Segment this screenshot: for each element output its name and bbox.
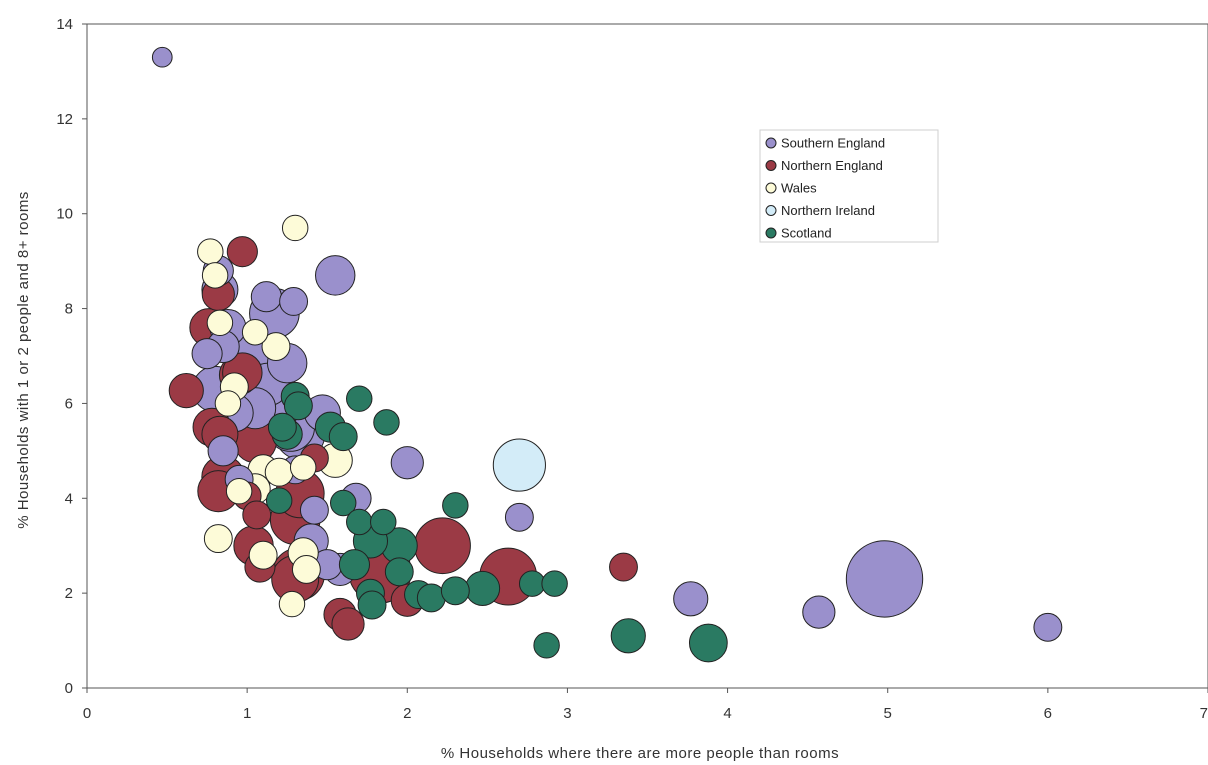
bubble-southern-england — [191, 338, 223, 370]
y-tick-label: 2 — [65, 585, 73, 602]
x-tick-label: 3 — [563, 705, 571, 722]
bubble-southern-england — [504, 502, 534, 532]
bubble-scotland — [330, 489, 357, 517]
legend-marker — [765, 182, 777, 194]
legend-label: Scotland — [781, 226, 832, 241]
bubble-wales — [225, 477, 253, 505]
bubble-scotland — [442, 492, 469, 519]
bubble-wales — [261, 332, 291, 361]
bubble-southern-england — [1033, 612, 1063, 642]
y-tick-label: 8 — [65, 301, 73, 318]
legend-marker — [765, 227, 777, 239]
y-axis: 0 2 4 6 8 10 12 14 — [56, 16, 87, 697]
bubble-wales — [289, 454, 317, 481]
legend-label: Northern England — [781, 158, 883, 173]
bubble-scotland — [267, 412, 297, 442]
bubble-scotland — [518, 570, 546, 597]
bubble-wales — [291, 554, 321, 584]
x-tick-label: 0 — [83, 705, 91, 722]
legend-marker — [765, 205, 777, 216]
legend-label: Wales — [781, 181, 817, 196]
legend-label: Southern England — [781, 136, 885, 151]
bubble-wales — [248, 540, 278, 570]
bubble-northern-england — [414, 517, 471, 575]
bubble-scotland — [338, 549, 370, 581]
bubble-scotland — [610, 618, 646, 654]
x-tick-label: 4 — [723, 705, 731, 722]
bubble-southern-england — [315, 255, 356, 296]
bubble-scotland — [346, 385, 373, 412]
bubble-southern-england — [673, 581, 709, 617]
bubble-scotland — [346, 508, 373, 536]
legend: Southern England Northern England Wales Nor… — [759, 129, 939, 243]
bubble-northern-england — [168, 373, 204, 409]
bubble-scotland — [283, 391, 313, 421]
bubble-scotland — [464, 570, 501, 606]
legend-marker — [765, 160, 777, 171]
bubble-wales — [206, 309, 234, 337]
x-tick-label: 5 — [884, 705, 892, 722]
y-tick-label: 14 — [56, 16, 73, 33]
bubble-scotland — [357, 590, 387, 620]
bubble-southern-england — [845, 540, 924, 618]
bubble-southern-england — [250, 281, 282, 313]
bubble-wales — [214, 390, 242, 417]
x-axis-title: % Households where there are more people… — [441, 745, 839, 762]
bubble-wales — [201, 262, 229, 289]
bubble-northern-england — [242, 500, 272, 530]
bubble-scotland — [373, 409, 400, 436]
y-tick-label: 12 — [56, 111, 73, 128]
x-tick-label: 1 — [243, 705, 251, 722]
bubble-scotland — [384, 557, 414, 587]
bubble-southern-england — [151, 46, 173, 68]
bubble-southern-england — [802, 595, 836, 629]
bubble-southern-england — [390, 446, 424, 480]
bubble-northern-england — [609, 552, 638, 582]
bubble-scotland — [265, 487, 293, 514]
x-tick-label: 2 — [403, 705, 411, 722]
bubble-southern-england — [279, 287, 309, 316]
bubble-scotland — [440, 576, 470, 606]
bubble-wales — [281, 214, 309, 242]
y-axis-title: % Households with 1 or 2 people and 8+ r… — [15, 191, 32, 529]
bubble-southern-england — [299, 495, 329, 525]
bubble-scotland — [541, 570, 568, 597]
bubble-scotland — [688, 623, 728, 663]
y-tick-label: 6 — [65, 395, 73, 412]
bubble-southern-england — [207, 435, 239, 467]
bubble-wales — [197, 238, 224, 265]
x-axis: 0 1 2 3 4 5 6 7 — [83, 688, 1208, 722]
bubble-wales — [241, 319, 269, 346]
bubble-wales — [264, 457, 294, 487]
bubble-scotland — [328, 422, 358, 452]
bubble-northern-ireland — [492, 438, 546, 492]
bubble-scotland — [416, 583, 446, 613]
bubble-scotland — [370, 508, 397, 536]
legend-label: Northern Ireland — [781, 203, 875, 218]
bubble-northern-england — [331, 607, 365, 641]
x-tick-label: 7 — [1200, 705, 1208, 722]
legend-marker — [765, 137, 777, 149]
bubble-wales — [278, 590, 306, 618]
x-tick-label: 6 — [1044, 705, 1052, 722]
y-tick-label: 4 — [65, 490, 73, 507]
bubble-wales — [203, 524, 233, 554]
data-points — [151, 46, 1063, 663]
legend-box — [759, 129, 939, 243]
bubble-northern-england — [226, 236, 258, 268]
bubble-scotland — [533, 632, 560, 659]
y-tick-label: 0 — [65, 680, 73, 697]
y-tick-label: 10 — [56, 206, 73, 223]
